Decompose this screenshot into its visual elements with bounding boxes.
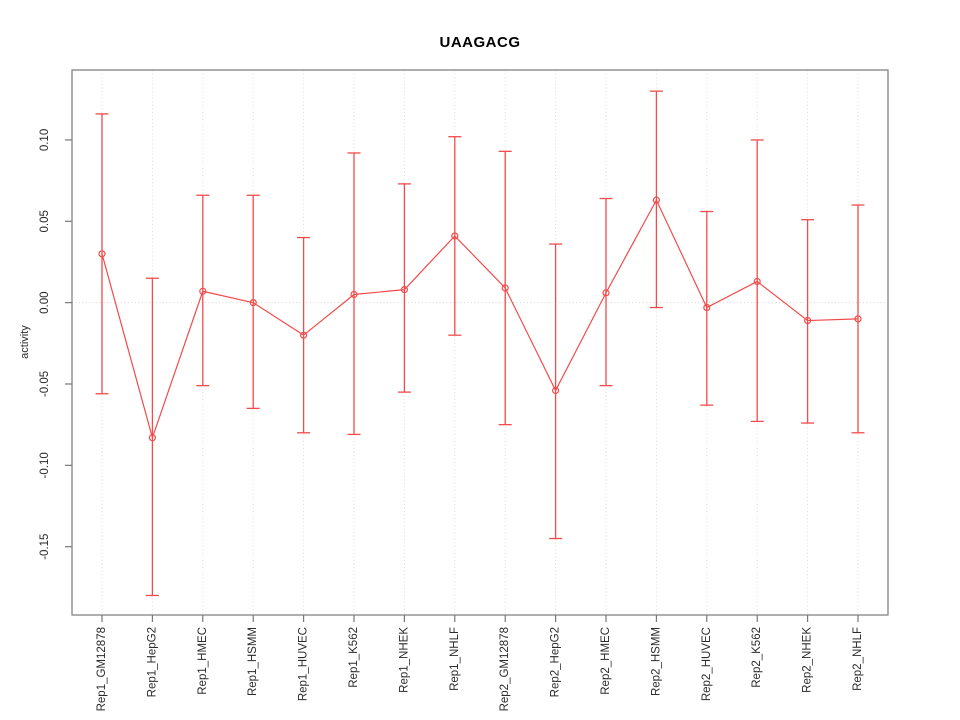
x-tick-label: Rep2_HMEC	[600, 627, 612, 695]
x-tick-label: Rep2_HepG2	[550, 627, 562, 697]
data-point	[551, 386, 560, 395]
x-tick-label: Rep1_HUVEC	[298, 627, 310, 701]
x-tick-label: Rep2_HUVEC	[701, 627, 713, 701]
chart-title: UAAGACG	[439, 34, 521, 51]
x-tick-label: Rep1_HepG2	[146, 627, 158, 697]
data-point	[451, 232, 459, 240]
y-tick-label: 0.05	[39, 210, 51, 232]
series-line	[101, 198, 859, 440]
data-point	[300, 331, 308, 339]
x-tick-label: Rep2_GM12878	[499, 627, 511, 711]
data-point	[753, 277, 761, 286]
data-point	[400, 286, 408, 294]
data-point	[148, 434, 156, 442]
x-tick-label: Rep2_NHLF	[852, 627, 864, 691]
x-tick-label: Rep1_HMEC	[197, 627, 209, 695]
x-tick-label: Rep2_NHEK	[802, 627, 814, 693]
data-point	[199, 287, 207, 295]
data-point	[501, 284, 509, 292]
y-tick-label: -0.05	[39, 371, 51, 397]
x-tick-label: Rep2_HSMM	[650, 627, 662, 696]
data-point	[703, 303, 711, 312]
y-tick-label: -0.15	[39, 534, 51, 560]
x-tick-label: Rep1_GM12878	[96, 627, 108, 711]
data-point	[652, 196, 661, 204]
data-point	[803, 316, 812, 325]
y-tick-label: 0.10	[39, 129, 51, 151]
x-tick-label: Rep1_HSMM	[247, 627, 259, 696]
y-tick-label: 0.00	[39, 291, 51, 313]
x-tick-label: Rep1_K562	[348, 627, 360, 688]
x-tick-label: Rep1_NHLF	[449, 627, 461, 691]
plot-box	[71, 69, 889, 616]
data-point	[249, 299, 257, 307]
x-tick-label: Rep1_NHEK	[398, 627, 410, 693]
data-point	[602, 289, 610, 297]
data-point	[350, 290, 358, 299]
x-tick-label: Rep2_K562	[751, 627, 763, 688]
data-point	[854, 315, 862, 323]
data-point	[98, 250, 106, 258]
y-tick-label: -0.10	[39, 452, 51, 478]
